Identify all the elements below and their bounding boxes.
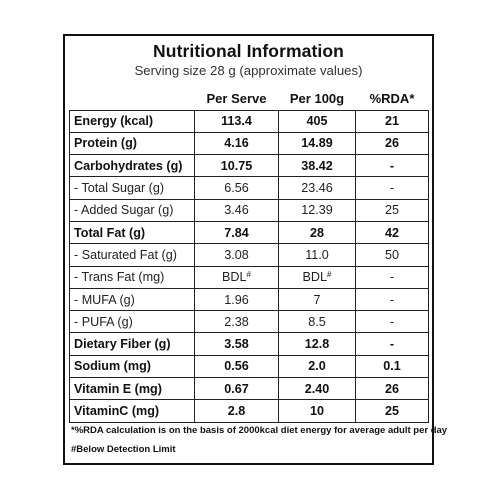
table-row: - PUFA (g) 2.38 8.5- bbox=[69, 310, 429, 334]
rda-value: 25 bbox=[355, 399, 429, 423]
per-100g-value: 2.40 bbox=[278, 377, 356, 401]
table-row: Energy (kcal) 113.4 405 21 bbox=[69, 109, 429, 133]
per-100g-value: 7 bbox=[278, 287, 356, 312]
rda-value: 26 bbox=[355, 131, 429, 156]
per-100g-value: 11.0 bbox=[278, 243, 356, 267]
column-header-rda: %RDA* bbox=[369, 91, 415, 107]
per-serve-value: BDL# bbox=[194, 265, 279, 289]
rda-value: - bbox=[355, 154, 429, 178]
rda-value: - bbox=[355, 265, 429, 289]
per-serve-value: 113.4 bbox=[194, 109, 279, 133]
nutrition-panel: Nutritional Information Serving size 28 … bbox=[63, 34, 447, 465]
rda-value: 26 bbox=[355, 377, 429, 401]
per-serve-value: 3.58 bbox=[194, 332, 279, 356]
nutrient-name: - Trans Fat (mg) bbox=[69, 265, 195, 289]
per-serve-value: 1.96 bbox=[194, 287, 279, 312]
per-100g-value: 12.39 bbox=[278, 198, 356, 222]
nutrient-name: Sodium (mg) bbox=[69, 354, 195, 379]
table-row: Vitamin E (mg) 0.67 2.40 26 bbox=[69, 377, 429, 401]
table-row: - MUFA (g) 1.96 7- bbox=[69, 287, 429, 312]
per-serve-value: 6.56 bbox=[194, 176, 279, 200]
rda-value: - bbox=[355, 287, 429, 312]
table-row: Sodium (mg) 0.56 2.0 0.1 bbox=[69, 354, 429, 379]
serving-size-subtitle: Serving size 28 g (approximate values) bbox=[134, 63, 363, 78]
rda-value: 42 bbox=[355, 220, 429, 245]
nutrient-name: Carbohydrates (g) bbox=[69, 154, 195, 178]
table-row: Total Fat (g) 7.84 28 42 bbox=[69, 220, 429, 245]
table-header-row: Per Serve Per 100g %RDA* bbox=[70, 88, 429, 110]
table-row: Dietary Fiber (g) 3.58 12.8- bbox=[69, 332, 429, 356]
per-100g-value: 38.42 bbox=[278, 154, 356, 178]
nutrient-name: Total Fat (g) bbox=[69, 220, 195, 245]
nutrient-name: Energy (kcal) bbox=[69, 109, 195, 133]
column-header-nutrient bbox=[70, 88, 195, 110]
table-body: Energy (kcal) 113.4 405 21 Protein (g) 4.16 14… bbox=[69, 109, 429, 423]
rda-value: 25 bbox=[355, 198, 429, 222]
nutrient-name: - Saturated Fat (g) bbox=[69, 243, 195, 267]
per-100g-value: 14.89 bbox=[278, 131, 356, 156]
rda-value: 50 bbox=[355, 243, 429, 267]
per-serve-value: 10.75 bbox=[194, 154, 279, 178]
panel-title: Nutritional Information bbox=[153, 41, 344, 61]
rda-value: - bbox=[355, 176, 429, 200]
per-100g-value: 23.46 bbox=[278, 176, 356, 200]
nutrient-name: Protein (g) bbox=[69, 131, 195, 156]
per-serve-value: 3.08 bbox=[194, 243, 279, 267]
per-100g-value: 12.8 bbox=[278, 332, 356, 356]
per-serve-value: 7.84 bbox=[194, 220, 279, 245]
rda-value: 0.1 bbox=[355, 354, 429, 379]
nutrient-name: VitaminC (mg) bbox=[69, 399, 195, 423]
nutrient-name: - PUFA (g) bbox=[69, 310, 195, 334]
nutrition-table: Per Serve Per 100g %RDA* Energy (kcal) 11… bbox=[69, 88, 429, 423]
nutrient-name: - MUFA (g) bbox=[69, 287, 195, 312]
table-row: - Total Sugar (g) 6.56 23.46- bbox=[69, 176, 429, 200]
nutrient-name: - Total Sugar (g) bbox=[69, 176, 195, 200]
table-row: - Added Sugar (g) 3.46 12.39 25 bbox=[69, 198, 429, 222]
column-header-per-serve: Per Serve bbox=[206, 91, 267, 107]
nutrient-name: - Added Sugar (g) bbox=[69, 198, 195, 222]
per-serve-value: 0.67 bbox=[194, 377, 279, 401]
per-serve-value: 2.8 bbox=[194, 399, 279, 423]
table-row: Protein (g) 4.16 14.89 26 bbox=[69, 131, 429, 156]
column-header-per-100g: Per 100g bbox=[289, 91, 345, 107]
nutrient-name: Vitamin E (mg) bbox=[69, 377, 195, 401]
per-100g-value: 405 bbox=[278, 109, 356, 133]
table-row: - Saturated Fat (g) 3.08 11.0 50 bbox=[69, 243, 429, 267]
rda-value: - bbox=[355, 332, 429, 356]
per-serve-value: 3.46 bbox=[194, 198, 279, 222]
per-100g-value: BDL# bbox=[278, 265, 356, 289]
footnote-bdl: #Below Detection Limit bbox=[71, 444, 176, 455]
per-100g-value: 8.5 bbox=[278, 310, 356, 334]
table-row: VitaminC (mg) 2.8 10 25 bbox=[69, 399, 429, 423]
per-serve-value: 4.16 bbox=[194, 131, 279, 156]
per-100g-value: 2.0 bbox=[278, 354, 356, 379]
per-100g-value: 28 bbox=[278, 220, 356, 245]
per-serve-value: 2.38 bbox=[194, 310, 279, 334]
rda-value: 21 bbox=[355, 109, 429, 133]
per-serve-value: 0.56 bbox=[194, 354, 279, 379]
footnote-rda: *%RDA calculation is on the basis of 200… bbox=[71, 425, 448, 436]
table-row: Carbohydrates (g) 10.75 38.42- bbox=[69, 154, 429, 178]
rda-value: - bbox=[355, 310, 429, 334]
nutrient-name: Dietary Fiber (g) bbox=[69, 332, 195, 356]
table-row: - Trans Fat (mg) BDL# BDL# - bbox=[69, 265, 429, 289]
per-100g-value: 10 bbox=[278, 399, 356, 423]
